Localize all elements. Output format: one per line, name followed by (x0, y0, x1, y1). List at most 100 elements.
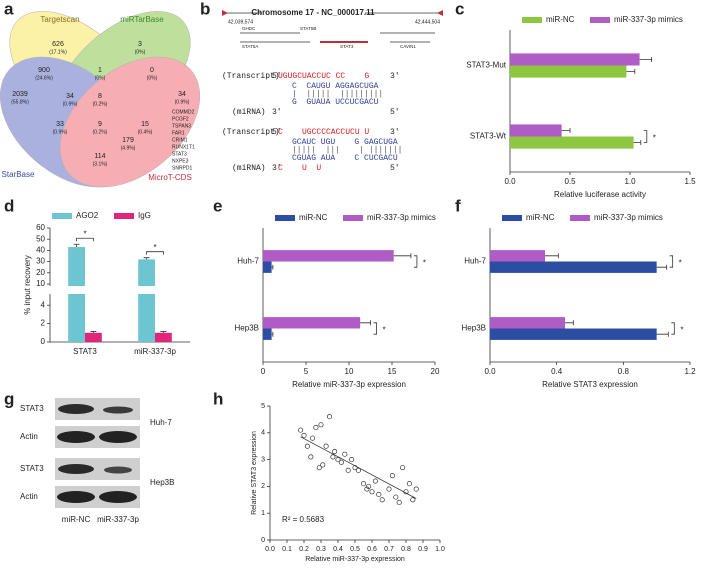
gene-label: STAT5B (300, 26, 316, 31)
significance-bracket (76, 237, 94, 242)
venn-percent: (0.4%) (138, 129, 153, 135)
y-tick-label: Huh-7 (237, 257, 259, 266)
point (360, 481, 367, 487)
point (369, 489, 375, 495)
venn-percent: (0%) (135, 49, 146, 55)
venn-percent: (17.1%) (49, 49, 67, 55)
x-tick-label: 15 (388, 367, 397, 376)
x-tick-label: 0.4 (551, 367, 563, 376)
venn-percent: (0%) (147, 75, 158, 81)
venn-count: 2039 (12, 91, 28, 98)
significance-bracket (669, 255, 674, 268)
gene-name: PCGF2 (172, 116, 189, 122)
significance-bracket (413, 255, 418, 268)
seq-end: 5' (390, 108, 400, 117)
point (345, 467, 351, 473)
error-bar (160, 331, 167, 333)
venn-set-label: miRTarBase (120, 15, 164, 24)
error-bar (633, 140, 642, 146)
x-tick-label: 0.0 (504, 177, 516, 186)
venn-count: 1 (98, 67, 102, 74)
y-tick-label: 2 (261, 483, 265, 490)
pair-top: GCAUC UGU G GAGCUGA (292, 138, 398, 147)
x-tick-label: 0.6 (367, 546, 377, 553)
legend-label: AGO2 (76, 211, 99, 220)
error-bar (639, 56, 652, 62)
significance: * (83, 229, 86, 238)
error-bar (90, 331, 97, 333)
coord: 42,039,574 (228, 19, 253, 25)
blot-row-label: Actin (20, 432, 38, 441)
x-tick-label: 0.8 (401, 546, 411, 553)
gene-label: STAT5A (242, 44, 258, 49)
venn-count: 9 (98, 121, 102, 128)
point (316, 465, 322, 471)
significance: * (653, 134, 656, 143)
bar (510, 124, 562, 137)
x-tick-label: 1.0 (435, 546, 445, 553)
gene-label: GHDC (242, 26, 256, 31)
annotation: R² = 0.5683 (282, 515, 325, 524)
bar (490, 261, 657, 273)
panel-label: e (213, 196, 222, 215)
venn-count: 179 (122, 137, 134, 144)
legend-swatch (522, 17, 542, 23)
seq-end: 5' (390, 164, 400, 173)
y-axis-label: % input recovery (23, 255, 32, 315)
gene-label: CAVIN1 (400, 44, 416, 49)
cell-line-label: Hep3B (150, 478, 174, 487)
error-bar (271, 331, 274, 337)
transcript-seq: UGUGCUACCUC CC G (278, 72, 369, 81)
band (99, 491, 137, 503)
point (410, 497, 416, 503)
gene-name: SNRPD1 (172, 165, 193, 171)
bonds: ||||| ||| | ||||||| (292, 146, 402, 155)
panel-label: h (213, 389, 223, 408)
venn-count: 33 (56, 121, 64, 128)
point (335, 457, 341, 463)
y-tick-label: 4 (41, 300, 46, 309)
trendline (300, 436, 417, 499)
point (342, 451, 348, 457)
panel-label: g (4, 389, 14, 408)
y-tick-label: 0 (41, 337, 46, 346)
bar (490, 250, 545, 262)
y-tick-label: 0 (261, 537, 265, 544)
point (349, 457, 355, 463)
error-bar (565, 320, 574, 326)
lane-label: miR-NC (62, 515, 91, 524)
x-tick-label: miR-337-3p (134, 347, 176, 356)
bar (263, 261, 272, 273)
legend-swatch (275, 215, 295, 221)
error-bar (545, 253, 559, 259)
venn-count: 3 (138, 41, 142, 48)
band (58, 464, 94, 474)
x-tick-label: 0.3 (316, 546, 326, 553)
legend-label: miR-NC (546, 15, 575, 24)
x-tick-label: 0.0 (265, 546, 275, 553)
seq-label: (miRNA) (232, 108, 266, 117)
x-tick-label: 0.1 (282, 546, 292, 553)
legend-swatch (570, 215, 590, 221)
point (308, 454, 314, 460)
significance: * (423, 259, 426, 268)
panel-label: b (200, 0, 210, 18)
point (332, 449, 338, 455)
venn-percent: (0.2%) (93, 101, 108, 107)
x-tick-label: 0.4 (333, 546, 343, 553)
bar (263, 328, 272, 340)
band (57, 491, 95, 503)
seq-end: 3' (390, 72, 400, 81)
venn-percent: (3.1%) (93, 161, 108, 167)
legend-label: miR-337-3p mimics (367, 213, 436, 222)
bar (490, 328, 657, 340)
venn-count: 900 (38, 67, 50, 74)
bar (490, 317, 565, 329)
legend-label: miR-NC (299, 213, 328, 222)
venn-percent: (0.9%) (63, 101, 78, 107)
venn (0, 11, 201, 188)
venn-count: 15 (141, 121, 149, 128)
point (313, 424, 319, 430)
error-bar (656, 331, 669, 337)
